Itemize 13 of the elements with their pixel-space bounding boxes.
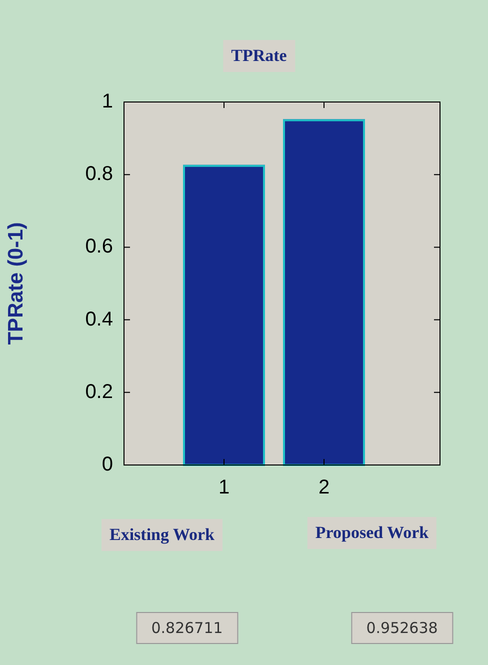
y-tick-label: 0.8 xyxy=(85,163,113,186)
y-axis-title: TPRate (0-1) xyxy=(4,222,28,345)
text: Existing Work xyxy=(101,519,223,551)
x-tick-label: 2 xyxy=(318,476,330,499)
text: 0.952638 xyxy=(351,612,453,644)
chart-title: TPRate xyxy=(223,40,295,72)
y-tick-label: 0.6 xyxy=(85,236,113,258)
text: 0.826711 xyxy=(136,612,238,644)
y-tick-label: 0 xyxy=(102,454,113,476)
y-tick-label: 0.2 xyxy=(85,380,113,403)
y-tick-label: 1 xyxy=(102,90,113,113)
y-tick-label: 0.4 xyxy=(85,308,113,330)
text: Proposed Work xyxy=(307,517,437,549)
